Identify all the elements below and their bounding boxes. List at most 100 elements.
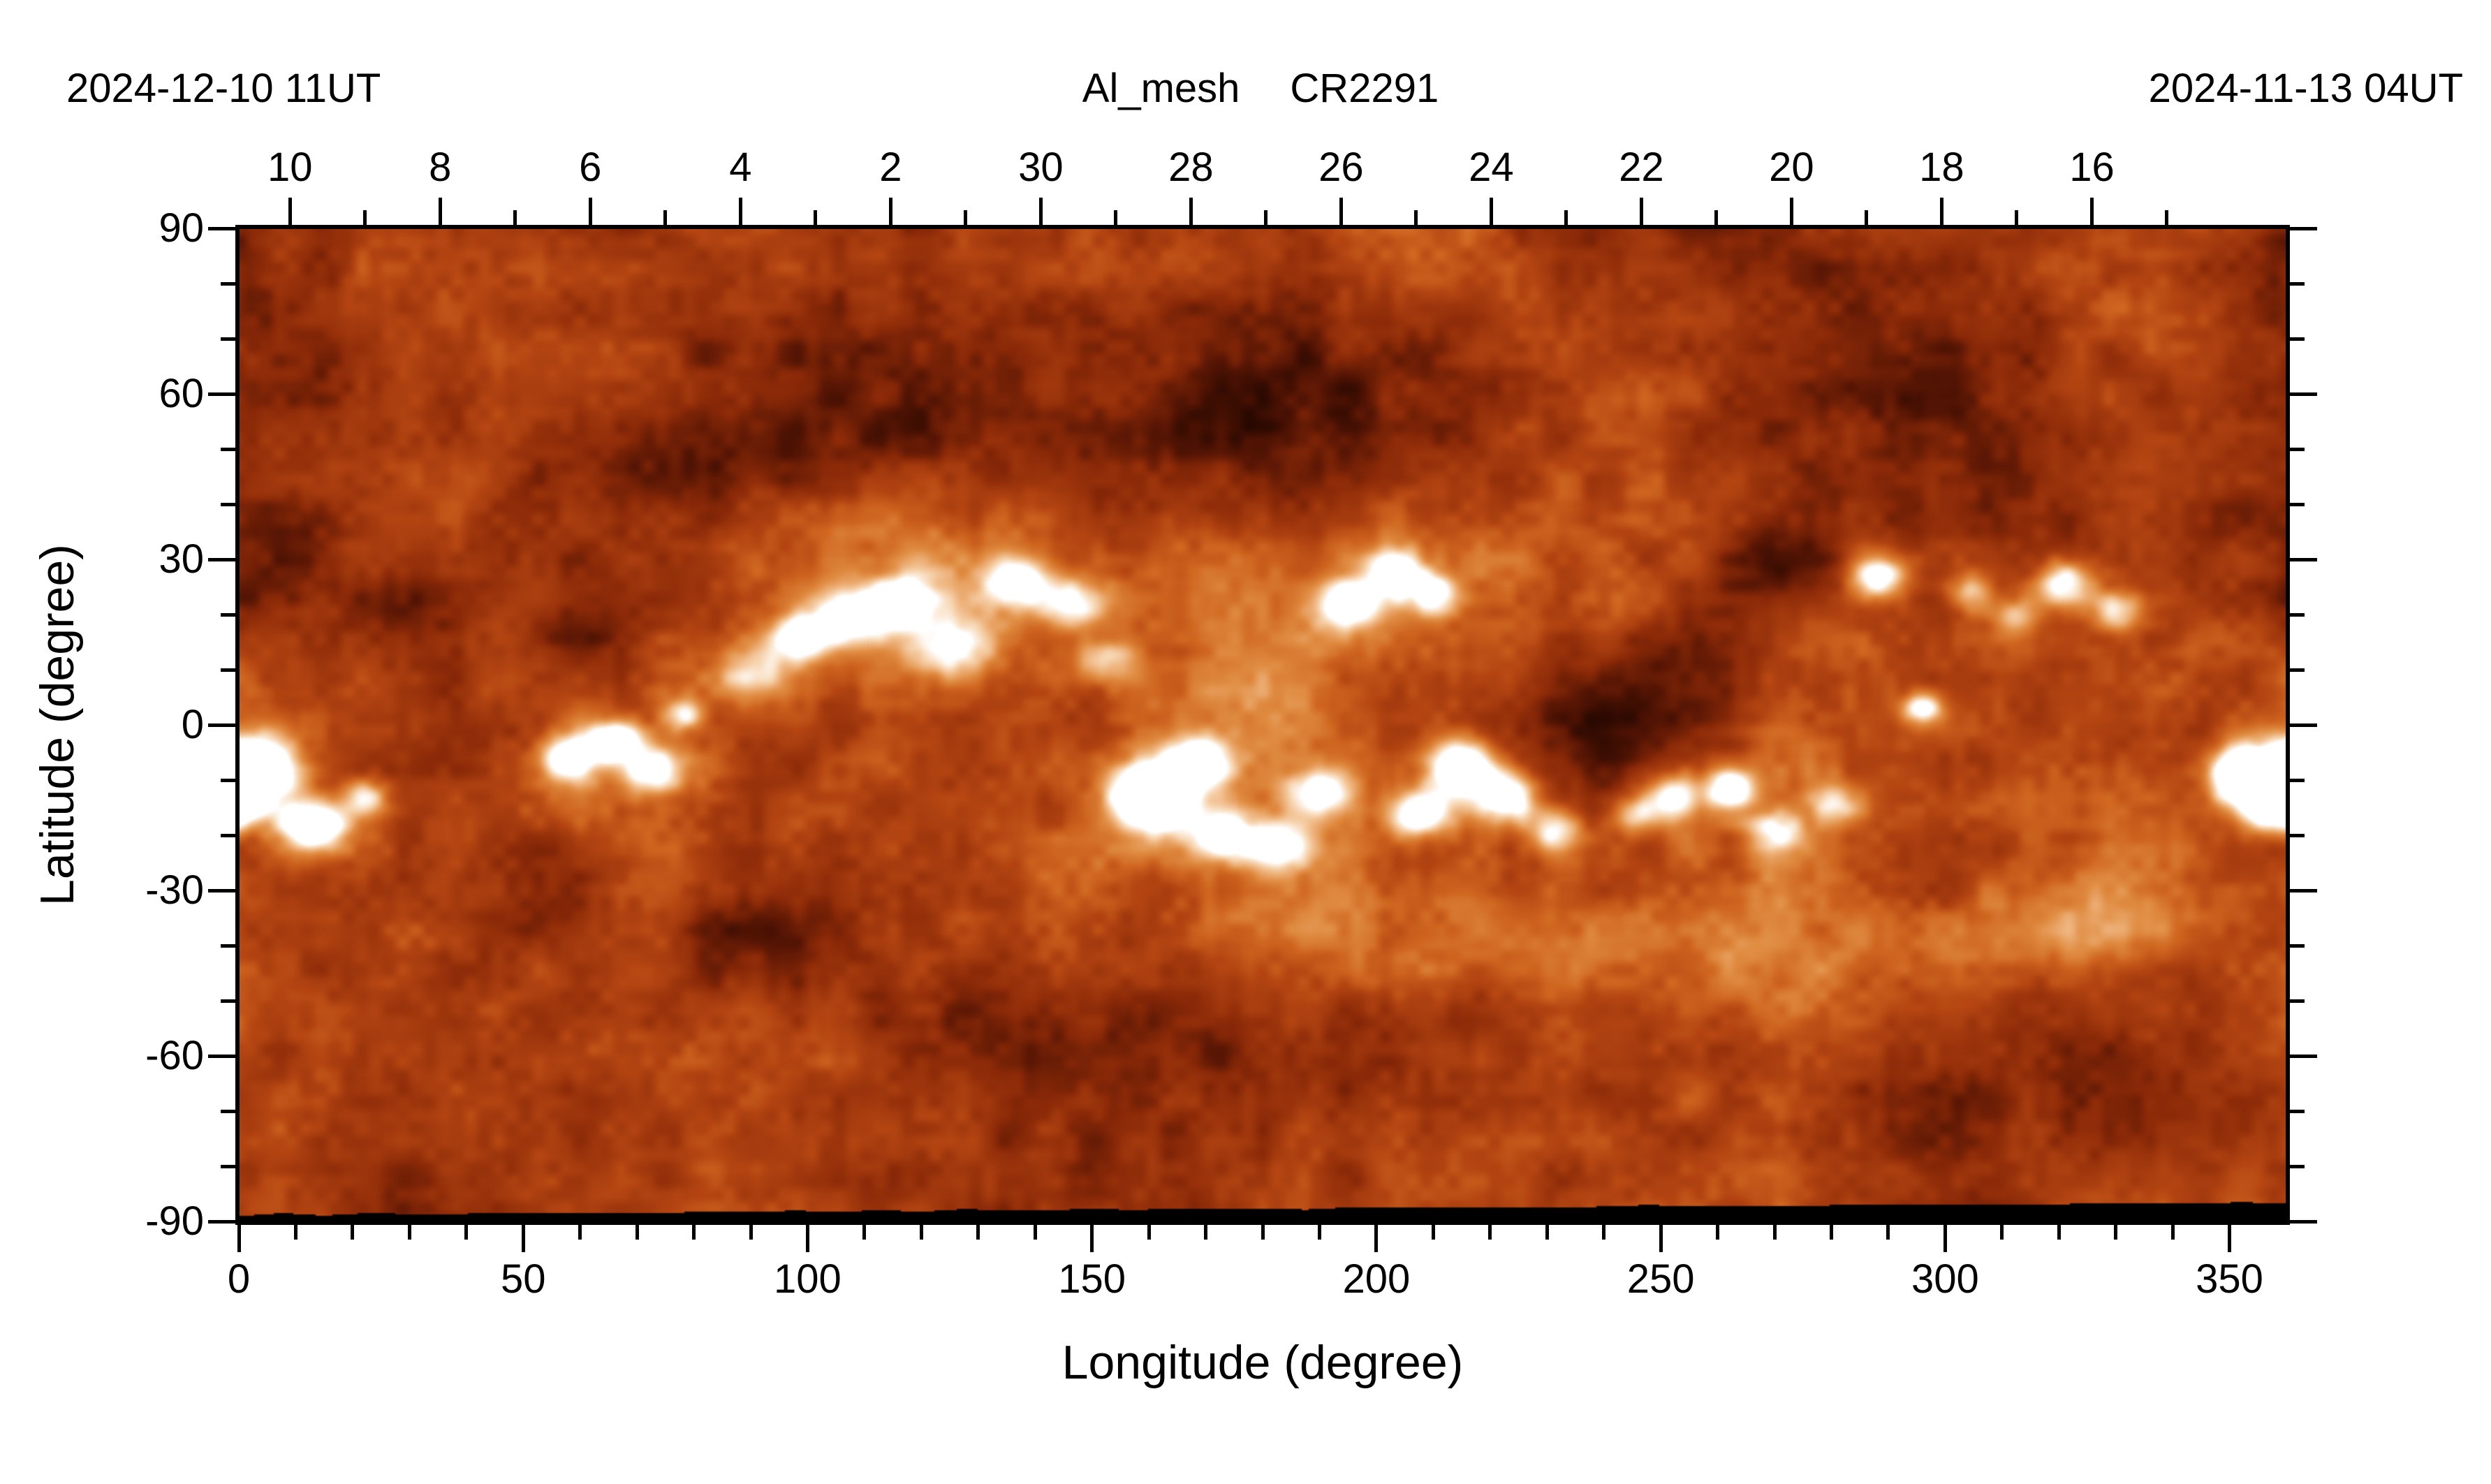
top-tick-label: 16 xyxy=(2069,145,2115,190)
top-major-tick xyxy=(1339,198,1343,228)
filter-name: Al_mesh xyxy=(1082,66,1240,111)
x-minor-tick xyxy=(635,1221,639,1240)
top-major-tick xyxy=(1639,198,1643,228)
y-minor-tick xyxy=(221,999,239,1003)
y-major-tick xyxy=(208,226,239,230)
x-tick-label: 350 xyxy=(2196,1256,2263,1302)
y-minor-tick xyxy=(221,833,239,837)
top-minor-tick xyxy=(663,210,668,228)
y-major-tick-right xyxy=(2286,1054,2317,1058)
top-minor-tick xyxy=(964,210,968,228)
top-major-tick xyxy=(1789,198,1793,228)
x-minor-tick xyxy=(1204,1221,1208,1240)
top-major-tick xyxy=(438,198,442,228)
x-minor-tick xyxy=(1716,1221,1720,1240)
x-minor-tick xyxy=(293,1221,297,1240)
y-major-tick-right xyxy=(2286,723,2317,727)
y-major-tick-right xyxy=(2286,226,2317,230)
y-minor-tick xyxy=(221,281,239,286)
y-tick-label: 30 xyxy=(159,536,204,582)
top-major-tick xyxy=(2089,198,2094,228)
top-tick-label: 10 xyxy=(267,145,313,190)
x-tick-label: 250 xyxy=(1626,1256,1695,1302)
top-minor-tick xyxy=(2015,210,2019,228)
top-tick-label: 8 xyxy=(429,145,452,190)
top-tick-label: 2 xyxy=(879,145,902,190)
x-major-tick xyxy=(1659,1221,1663,1252)
top-minor-tick xyxy=(1114,210,1118,228)
x-minor-tick xyxy=(862,1221,867,1240)
top-major-tick xyxy=(738,198,742,228)
x-minor-tick xyxy=(1602,1221,1606,1240)
top-major-tick xyxy=(1489,198,1493,228)
x-minor-tick xyxy=(1886,1221,1890,1240)
y-tick-label: -30 xyxy=(145,867,204,913)
top-minor-tick xyxy=(2165,210,2169,228)
carrington-rotation-number: CR2291 xyxy=(1290,66,1439,111)
y-minor-tick-right xyxy=(2286,778,2305,782)
top-tick-label: 24 xyxy=(1469,145,1514,190)
x-tick-label: 100 xyxy=(774,1256,842,1302)
top-minor-tick xyxy=(363,210,367,228)
x-minor-tick xyxy=(1317,1221,1321,1240)
x-tick-label: 300 xyxy=(1911,1256,1979,1302)
y-axis-label: Latitude (degree) xyxy=(31,544,84,906)
x-minor-tick xyxy=(1545,1221,1549,1240)
top-major-tick xyxy=(1939,198,1943,228)
y-major-tick xyxy=(208,392,239,396)
x-minor-tick xyxy=(2170,1221,2175,1240)
x-minor-tick xyxy=(749,1221,753,1240)
top-minor-tick xyxy=(1865,210,1869,228)
y-minor-tick-right xyxy=(2286,447,2305,451)
top-tick-label: 4 xyxy=(729,145,752,190)
top-minor-tick xyxy=(513,210,517,228)
y-major-tick xyxy=(208,723,239,727)
y-minor-tick-right xyxy=(2286,943,2305,948)
observation-end-date: 2024-12-10 11UT xyxy=(66,66,381,111)
top-minor-tick xyxy=(1564,210,1568,228)
x-minor-tick xyxy=(1829,1221,1833,1240)
x-tick-label: 50 xyxy=(500,1256,546,1302)
top-tick-label: 22 xyxy=(1619,145,1664,190)
y-major-tick xyxy=(208,1219,239,1224)
x-major-tick xyxy=(805,1221,809,1252)
y-tick-label: 0 xyxy=(181,702,204,747)
y-minor-tick xyxy=(221,943,239,948)
x-minor-tick xyxy=(692,1221,696,1240)
x-axis-label: Longitude (degree) xyxy=(1061,1336,1464,1389)
y-minor-tick-right xyxy=(2286,502,2305,506)
y-minor-tick xyxy=(221,668,239,672)
top-minor-tick xyxy=(1414,210,1418,228)
x-minor-tick xyxy=(578,1221,582,1240)
x-minor-tick xyxy=(2114,1221,2118,1240)
y-major-tick-right xyxy=(2286,557,2317,561)
x-major-tick xyxy=(1374,1221,1379,1252)
top-tick-label: 30 xyxy=(1018,145,1064,190)
top-major-tick xyxy=(588,198,592,228)
top-tick-label: 20 xyxy=(1769,145,1814,190)
top-tick-label: 28 xyxy=(1168,145,1214,190)
top-minor-tick xyxy=(814,210,818,228)
x-minor-tick xyxy=(464,1221,469,1240)
top-major-tick xyxy=(1038,198,1043,228)
x-minor-tick xyxy=(1033,1221,1037,1240)
y-major-tick-right xyxy=(2286,888,2317,892)
y-major-tick xyxy=(208,888,239,892)
top-major-tick xyxy=(288,198,292,228)
top-minor-tick xyxy=(1714,210,1719,228)
top-minor-tick xyxy=(1264,210,1268,228)
x-minor-tick xyxy=(976,1221,980,1240)
y-tick-label: -90 xyxy=(145,1198,204,1244)
x-minor-tick xyxy=(1147,1221,1151,1240)
y-tick-label: 60 xyxy=(159,371,204,416)
x-minor-tick xyxy=(1431,1221,1435,1240)
x-tick-label: 0 xyxy=(227,1256,251,1302)
top-major-tick xyxy=(888,198,892,228)
y-major-tick-right xyxy=(2286,392,2317,396)
x-minor-tick xyxy=(1488,1221,1492,1240)
y-minor-tick xyxy=(221,1109,239,1113)
observation-start-date: 2024-11-13 04UT xyxy=(2148,66,2463,111)
y-minor-tick-right xyxy=(2286,337,2305,341)
x-minor-tick xyxy=(1772,1221,1777,1240)
top-tick-label: 26 xyxy=(1318,145,1364,190)
